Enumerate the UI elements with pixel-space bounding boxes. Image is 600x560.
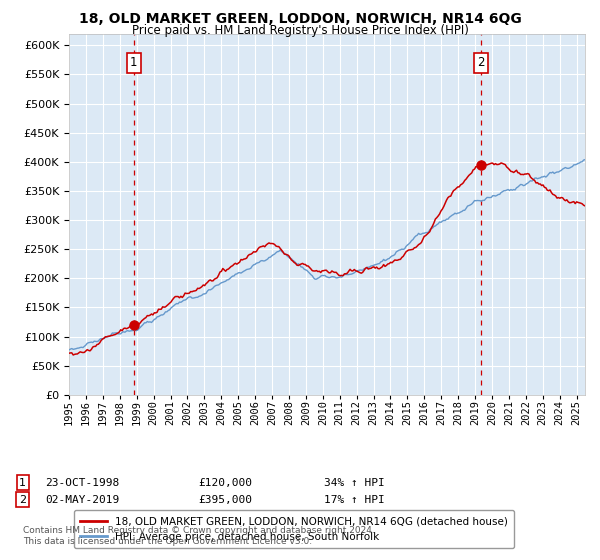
- Text: £120,000: £120,000: [198, 478, 252, 488]
- Text: 2: 2: [477, 56, 484, 69]
- Legend: 18, OLD MARKET GREEN, LODDON, NORWICH, NR14 6QG (detached house), HPI: Average p: 18, OLD MARKET GREEN, LODDON, NORWICH, N…: [74, 510, 514, 548]
- Text: 18, OLD MARKET GREEN, LODDON, NORWICH, NR14 6QG: 18, OLD MARKET GREEN, LODDON, NORWICH, N…: [79, 12, 521, 26]
- Text: 23-OCT-1998: 23-OCT-1998: [45, 478, 119, 488]
- Text: 1: 1: [19, 478, 26, 488]
- Text: 34% ↑ HPI: 34% ↑ HPI: [324, 478, 385, 488]
- Text: 02-MAY-2019: 02-MAY-2019: [45, 494, 119, 505]
- Text: Price paid vs. HM Land Registry's House Price Index (HPI): Price paid vs. HM Land Registry's House …: [131, 24, 469, 37]
- Text: 1: 1: [130, 56, 137, 69]
- Text: 2: 2: [19, 494, 26, 505]
- Text: Contains HM Land Registry data © Crown copyright and database right 2024.
This d: Contains HM Land Registry data © Crown c…: [23, 526, 374, 546]
- Text: £395,000: £395,000: [198, 494, 252, 505]
- Text: 17% ↑ HPI: 17% ↑ HPI: [324, 494, 385, 505]
